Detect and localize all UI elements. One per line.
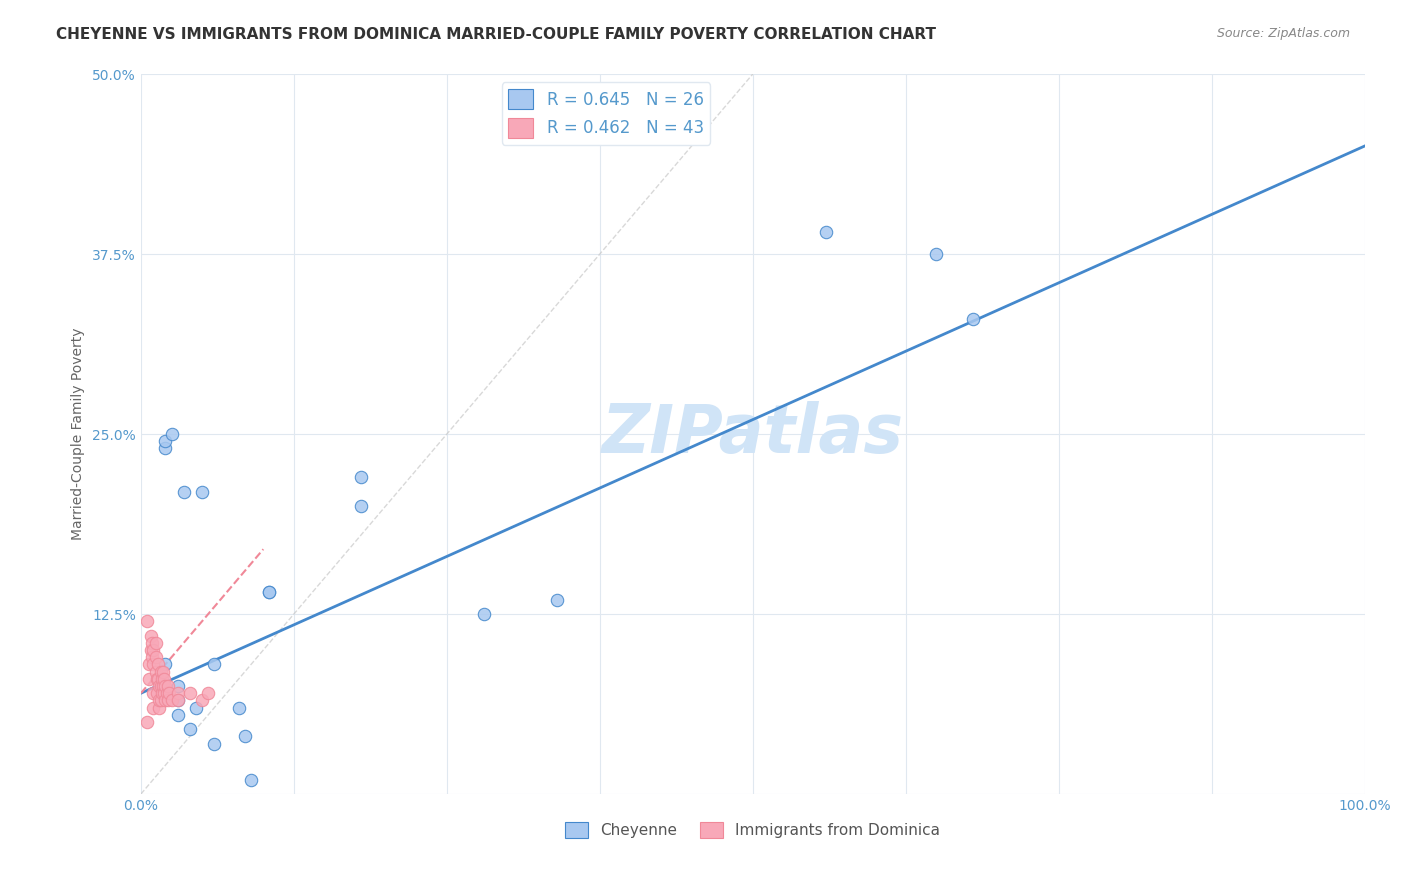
Point — [148, 700, 170, 714]
Point — [152, 679, 174, 693]
Point — [962, 311, 984, 326]
Point — [146, 686, 169, 700]
Point — [191, 484, 214, 499]
Point — [155, 679, 177, 693]
Point — [173, 484, 195, 499]
Point — [142, 657, 165, 672]
Point — [141, 636, 163, 650]
Point — [160, 693, 183, 707]
Point — [166, 693, 188, 707]
Point — [150, 672, 173, 686]
Point — [179, 723, 201, 737]
Point — [139, 629, 162, 643]
Point — [155, 442, 177, 456]
Point — [146, 672, 169, 686]
Point — [155, 693, 177, 707]
Point — [146, 672, 169, 686]
Point — [191, 693, 214, 707]
Text: Source: ZipAtlas.com: Source: ZipAtlas.com — [1216, 27, 1350, 40]
Point — [145, 650, 167, 665]
Point — [141, 650, 163, 665]
Point — [155, 434, 177, 449]
Point — [136, 614, 159, 628]
Point — [179, 686, 201, 700]
Point — [259, 585, 281, 599]
Point — [149, 679, 172, 693]
Point — [149, 693, 172, 707]
Point — [166, 679, 188, 693]
Point — [350, 499, 373, 513]
Point — [197, 686, 219, 700]
Point — [259, 585, 281, 599]
Point — [157, 686, 180, 700]
Legend: Cheyenne, Immigrants from Dominica: Cheyenne, Immigrants from Dominica — [560, 816, 946, 844]
Point — [153, 672, 176, 686]
Point — [142, 700, 165, 714]
Point — [155, 657, 177, 672]
Point — [184, 700, 207, 714]
Point — [166, 707, 188, 722]
Point — [136, 714, 159, 729]
Point — [156, 686, 179, 700]
Point — [166, 686, 188, 700]
Point — [142, 643, 165, 657]
Point — [138, 672, 160, 686]
Point — [153, 686, 176, 700]
Point — [146, 657, 169, 672]
Point — [202, 737, 225, 751]
Point — [145, 636, 167, 650]
Point — [240, 772, 263, 787]
Point — [156, 693, 179, 707]
Point — [815, 226, 838, 240]
Point — [160, 427, 183, 442]
Point — [925, 247, 948, 261]
Point — [139, 643, 162, 657]
Point — [156, 679, 179, 693]
Point — [150, 686, 173, 700]
Text: CHEYENNE VS IMMIGRANTS FROM DOMINICA MARRIED-COUPLE FAMILY POVERTY CORRELATION C: CHEYENNE VS IMMIGRANTS FROM DOMINICA MAR… — [56, 27, 936, 42]
Text: ZIPatlas: ZIPatlas — [602, 401, 904, 467]
Point — [148, 679, 170, 693]
Y-axis label: Married-Couple Family Poverty: Married-Couple Family Poverty — [72, 327, 86, 541]
Point — [472, 607, 495, 621]
Point — [166, 693, 188, 707]
Point — [142, 686, 165, 700]
Point — [149, 665, 172, 679]
Point — [145, 665, 167, 679]
Point — [350, 470, 373, 484]
Point — [546, 592, 568, 607]
Point — [155, 686, 177, 700]
Point — [228, 700, 250, 714]
Point — [138, 657, 160, 672]
Point — [148, 693, 170, 707]
Point — [152, 665, 174, 679]
Point — [202, 657, 225, 672]
Point — [233, 730, 256, 744]
